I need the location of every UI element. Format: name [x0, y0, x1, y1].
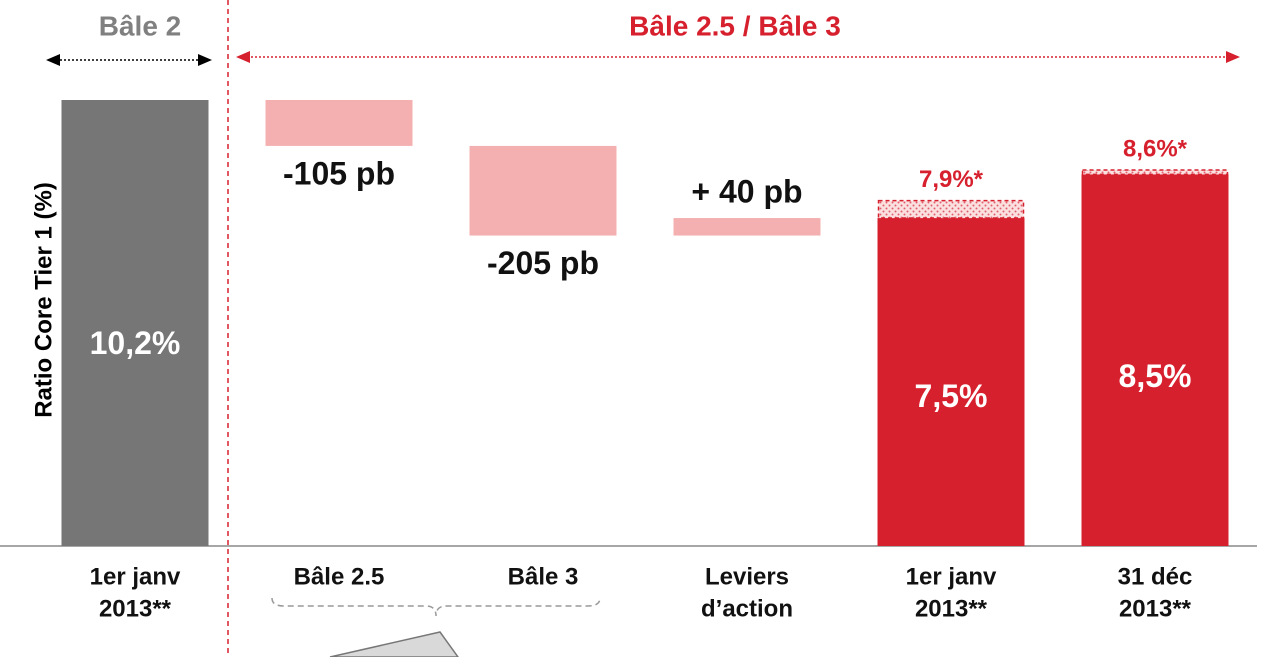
value-label: -205 pb [487, 245, 599, 281]
adjusted-box [1081, 169, 1229, 176]
value-label: + 40 pb [691, 174, 802, 210]
adjusted-box [877, 199, 1025, 219]
y-axis-label: Ratio Core Tier 1 (%) [30, 182, 57, 418]
adjusted-label: 8,6%* [1123, 135, 1188, 162]
bar [265, 100, 413, 146]
x-tick-label: d’action [701, 595, 793, 622]
x-tick-label: 1er janv [906, 563, 997, 590]
x-tick-label: 2013** [99, 595, 172, 622]
x-tick-label: Leviers [705, 563, 789, 590]
x-tick-label: 2013** [1119, 595, 1192, 622]
left-header: Bâle 2 [99, 10, 182, 41]
bar [673, 218, 821, 236]
x-tick-label: Bâle 3 [508, 563, 579, 590]
value-label: 8,5% [1119, 358, 1192, 394]
x-tick-label: 31 déc [1118, 563, 1193, 590]
value-label: 10,2% [90, 325, 181, 361]
bar [61, 100, 209, 546]
value-label: -105 pb [283, 155, 395, 191]
x-tick-label: 1er janv [90, 563, 181, 590]
bar [1081, 174, 1229, 547]
x-tick-label: Bâle 2.5 [294, 563, 385, 590]
x-tick-label: 2013** [915, 595, 988, 622]
value-label: 7,5% [915, 378, 988, 414]
bar [469, 145, 617, 236]
arrows [46, 0, 1240, 657]
bar [877, 218, 1025, 546]
right-header: Bâle 2.5 / Bâle 3 [629, 10, 841, 41]
adjusted-label: 7,9%* [919, 166, 984, 193]
